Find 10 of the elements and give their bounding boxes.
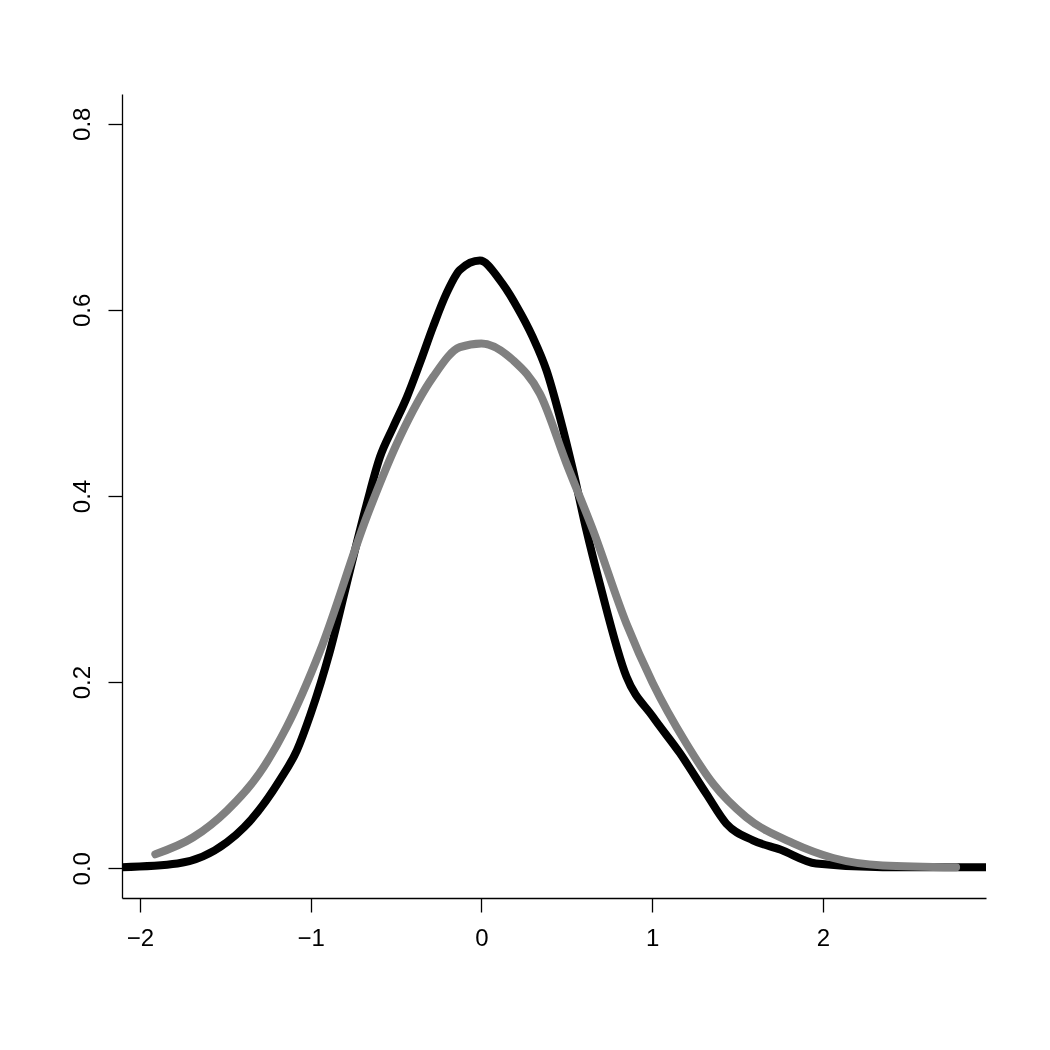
x-tick-label: −2: [126, 923, 155, 951]
y-tick-label: 0.4: [67, 479, 95, 514]
y-tick-label: 0.2: [67, 665, 95, 700]
x-tick-label: −1: [297, 923, 325, 951]
x-tick-label: 1: [646, 923, 660, 951]
y-tick-label: 0.6: [67, 293, 95, 328]
x-tick-label: 2: [816, 923, 831, 951]
y-tick-label: 0.0: [67, 852, 95, 886]
y-tick-label: 0.8: [67, 107, 95, 141]
x-tick-label: 0: [475, 923, 489, 951]
